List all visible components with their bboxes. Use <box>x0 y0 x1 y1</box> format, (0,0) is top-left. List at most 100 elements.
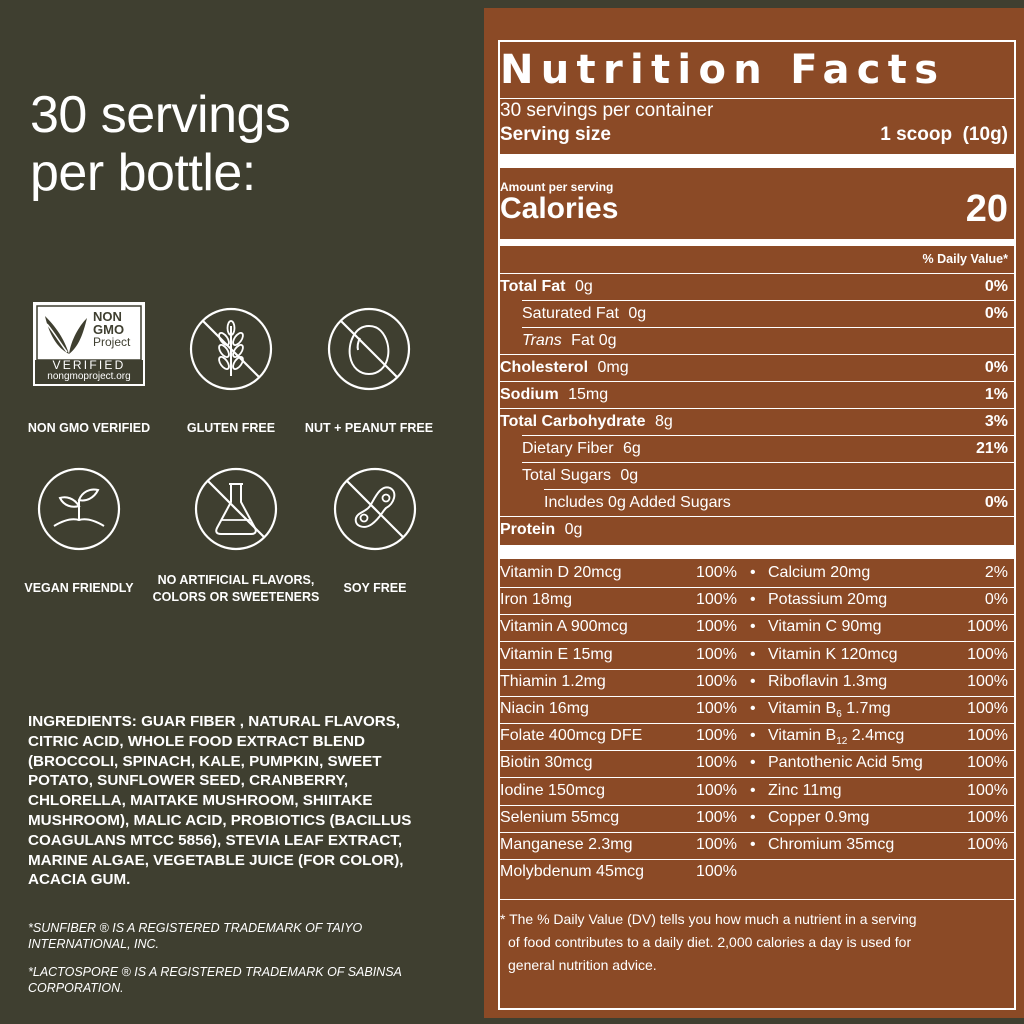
rule <box>522 462 1014 463</box>
vitamin-right-dv: 100% <box>967 836 1008 853</box>
rule <box>500 831 1014 833</box>
badge-label: VEGAN FRIENDLY <box>24 581 134 595</box>
vitamin-left-dv: 100% <box>696 754 737 772</box>
medium-rule <box>500 239 1014 246</box>
nutrition-facts-label: Nutrition Facts 30 servings per containe… <box>498 40 1016 1010</box>
nutrient-dv: 0% <box>984 359 1008 376</box>
vitamin-left-dv: 100% <box>696 836 737 853</box>
headline: 30 servings per bottle: <box>30 86 291 202</box>
nutrient-row-added-sugars: Includes 0g Added Sugars 0% <box>544 494 1014 512</box>
sprout-icon <box>37 467 121 551</box>
headline-line-2: per bottle: <box>30 144 256 202</box>
vitamin-right-name: Vitamin C 90mg <box>768 618 882 636</box>
nutrient-label: Includes 0g Added Sugars <box>544 494 731 511</box>
nutrient-dv: 1% <box>984 386 1008 403</box>
nutrient-label: Total Fat <box>500 278 566 295</box>
nutrition-facts-title: Nutrition Facts <box>500 47 946 93</box>
badge-label: GLUTEN FREE <box>186 421 276 435</box>
nutrient-row-sodium: Sodium 15mg 1% <box>500 386 1014 404</box>
vitamin-right-name-part: Vitamin B <box>768 700 837 717</box>
thick-rule <box>500 154 1014 168</box>
vitamin-left-name: Molybdenum 45mcg <box>500 863 645 881</box>
vitamin-left-dv: 100% <box>696 618 737 636</box>
vitamin-right-name: Pantothenic Acid 5mg <box>768 754 923 772</box>
footnote-line-1: * The % Daily Value (DV) tells you how m… <box>500 911 917 927</box>
calories-row: Calories 20 <box>500 188 1014 234</box>
nutrient-dv: 0% <box>984 305 1008 322</box>
vitamin-right-dv: 100% <box>967 727 1008 745</box>
rule <box>500 381 1014 382</box>
rule <box>500 98 1014 99</box>
badge-vegan-friendly: VEGAN FRIENDLY <box>4 466 154 597</box>
vitamin-right-name: Riboflavin 1.3mg <box>768 672 888 690</box>
vitamin-right-name: Vitamin B12 2.4mcg <box>768 727 904 747</box>
badge-label: SOY FREE <box>343 581 407 595</box>
nutrient-row-cholesterol: Cholesterol 0mg 0% <box>500 359 1014 377</box>
rule <box>544 489 1014 490</box>
nutrient-amount: 0g <box>574 278 593 295</box>
logo-text-non: NON <box>93 309 122 324</box>
nutrient-row-saturated-fat: Saturated Fat 0g 0% <box>522 305 1014 323</box>
vitamin-left-name: Vitamin A 900mcg <box>500 618 628 636</box>
rule <box>522 327 1014 328</box>
dv-header: % Daily Value* <box>922 252 1008 266</box>
bullet: • <box>750 781 756 799</box>
nutrient-dv: 3% <box>984 413 1008 430</box>
nutrient-row-total-sugars: Total Sugars 0g <box>522 467 1014 485</box>
egg-crossed-icon <box>327 307 411 391</box>
nutrient-amount: 0g <box>620 467 639 484</box>
vitamin-right-dv: 100% <box>967 754 1008 772</box>
vitamin-left-dv: 100% <box>696 591 737 609</box>
vitamin-left-name: Iodine 150mcg <box>500 781 605 799</box>
vitamin-left-name: Selenium 55mcg <box>500 808 620 826</box>
vitamin-left-dv: 100% <box>696 564 737 581</box>
flask-crossed-icon <box>194 467 278 551</box>
nutrient-amount: 0mg <box>597 359 629 376</box>
vitamin-right-dv: 100% <box>967 700 1008 717</box>
nutrient-amount: 6g <box>623 440 641 457</box>
badge-label: NON GMO VERIFIED <box>27 421 151 435</box>
badge-gluten-free: GLUTEN FREE <box>156 306 306 437</box>
rule <box>500 899 1014 900</box>
vitamin-left-dv: 100% <box>696 645 737 663</box>
badge-no-artificial: NO ARTIFICIAL FLAVORS, COLORS OR SWEETEN… <box>146 466 326 606</box>
trademark-lactospore: *LACTOSPORE ® IS A REGISTERED TRADEMARK … <box>28 965 402 995</box>
nutrient-label: Total Carbohydrate <box>500 413 646 430</box>
nutrient-amount: 0g <box>564 521 583 538</box>
vitamin-right-name: Copper 0.9mg <box>768 808 870 826</box>
ingredients-text: INGREDIENTS: GUAR FIBER , NATURAL FLAVOR… <box>28 713 412 889</box>
vitamin-subscript: 12 <box>836 736 848 748</box>
badge-nut-free: NUT + PEANUT FREE <box>294 306 444 437</box>
nutrient-label: Saturated Fat <box>522 305 619 322</box>
vitamin-left-name: Iron 18mg <box>500 591 573 609</box>
nutrient-label: Total Sugars <box>522 467 611 484</box>
vitamin-left-name: Folate 400mcg DFE <box>500 727 643 745</box>
vitamin-right-name: Vitamin K 120mcg <box>768 645 898 663</box>
servings-per-container: 30 servings per container <box>500 100 714 121</box>
vitamin-right-amount: 2.4mcg <box>847 727 905 745</box>
rule <box>522 435 1014 436</box>
bullet: • <box>750 836 756 853</box>
vitamin-right-amount: 1.7mg <box>841 700 891 717</box>
soybean-crossed-icon <box>333 467 417 551</box>
rule <box>500 641 1014 643</box>
logo-text-block: NON GMO Project <box>93 310 130 349</box>
bullet: • <box>750 645 756 663</box>
nutrient-amount: 0g <box>628 305 647 322</box>
vitamin-right-dv: 100% <box>967 781 1008 799</box>
vitamin-right-dv: 100% <box>967 618 1008 636</box>
badge-label: NO ARTIFICIAL FLAVORS, COLORS OR SWEETEN… <box>152 573 320 604</box>
nutrient-row-total-fat: Total Fat 0g 0% <box>500 278 1014 296</box>
bullet: • <box>750 564 756 581</box>
vitamin-left-dv: 100% <box>696 863 737 881</box>
wheat-crossed-icon <box>189 307 273 391</box>
nutrient-row-trans-fat: Trans Fat 0g <box>522 332 1014 350</box>
rule <box>500 695 1014 697</box>
logo-text-gmo: GMO <box>93 322 125 337</box>
calories-value: 20 <box>965 188 1008 230</box>
bullet: • <box>750 727 756 745</box>
vitamin-left-name: Vitamin D 20mcg <box>500 564 622 581</box>
logo-text-project: Project <box>93 335 131 349</box>
rule <box>500 614 1014 616</box>
nutrient-amount: 8g <box>654 413 673 430</box>
